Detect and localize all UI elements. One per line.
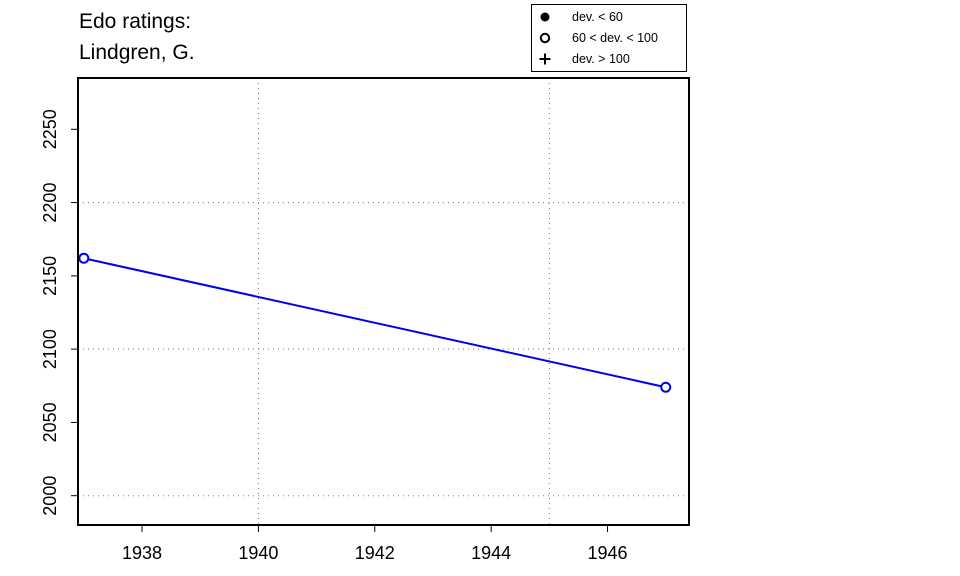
y-tick-label: 2050 <box>40 402 60 442</box>
y-tick-label: 2000 <box>40 476 60 516</box>
legend-item-open-circle: 60 < dev. < 100 <box>532 29 686 47</box>
data-point <box>78 252 90 264</box>
data-point <box>660 381 672 393</box>
y-tick-label: 2100 <box>40 329 60 369</box>
chart-title-line-2: Lindgren, G. <box>79 41 195 64</box>
x-tick-label: 1942 <box>355 543 395 563</box>
plus-icon <box>539 53 551 65</box>
filled-circle-icon <box>540 12 550 22</box>
y-tick-label: 2150 <box>40 256 60 296</box>
x-tick-label: 1944 <box>471 543 511 563</box>
legend-label: dev. > 100 <box>572 52 630 66</box>
x-tick-label: 1940 <box>238 543 278 563</box>
series-line <box>83 257 666 389</box>
x-axis: 1938 1940 1942 1944 1946 <box>122 525 628 563</box>
grid-lines <box>78 78 689 525</box>
legend: dev. < 60 60 < dev. < 100 dev. > 100 <box>531 4 687 72</box>
y-axis: 2000 2050 2100 2150 2200 2250 <box>40 109 78 516</box>
y-tick-label: 2200 <box>40 183 60 223</box>
legend-label: 60 < dev. < 100 <box>572 31 658 45</box>
legend-item-filled-circle: dev. < 60 <box>532 8 686 26</box>
x-tick-label: 1938 <box>122 543 162 563</box>
y-tick-label: 2250 <box>40 109 60 149</box>
plot-frame <box>77 77 690 526</box>
series-layer <box>78 252 672 393</box>
open-circle-icon <box>539 32 551 44</box>
legend-item-plus: dev. > 100 <box>532 50 686 68</box>
chart-title-line-1: Edo ratings: <box>79 10 192 33</box>
legend-label: dev. < 60 <box>572 10 623 24</box>
x-tick-label: 1946 <box>588 543 628 563</box>
